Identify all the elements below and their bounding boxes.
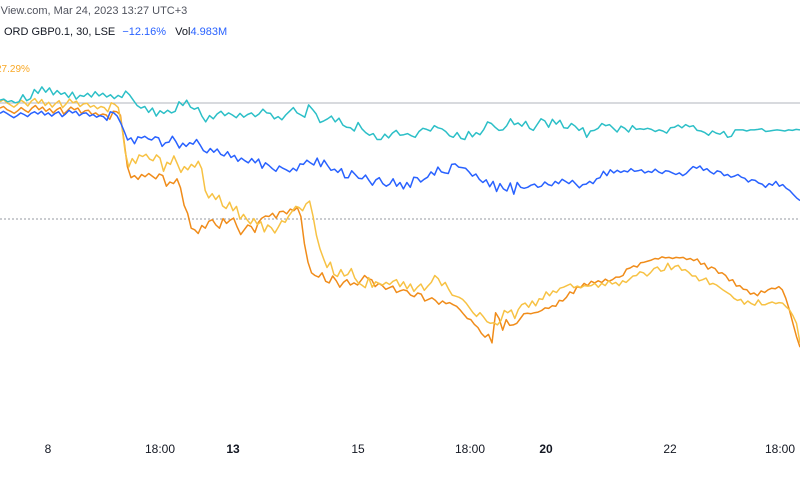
watermark: ingView.com, Mar 24, 2023 13:27 UTC+3 xyxy=(0,5,188,17)
compare-change-label: 27.29% xyxy=(0,64,30,75)
x-tick-label: 20 xyxy=(539,442,553,456)
series-legend[interactable]: ORD GBP0.1, 30, LSE −12.16% Vol4.983M xyxy=(4,26,227,38)
series-line-orange[interactable] xyxy=(0,104,800,348)
series-line-yellow[interactable] xyxy=(0,97,800,344)
x-tick-label: 18:00 xyxy=(764,442,796,456)
x-tick-label: 18:00 xyxy=(144,442,176,456)
series-line-teal[interactable] xyxy=(0,86,800,141)
x-tick-label: 22 xyxy=(663,442,677,456)
series-layer xyxy=(0,86,800,348)
x-axis: 8 18:00 13 15 18:00 20 22 18:00 xyxy=(0,434,800,487)
symbol-label: ORD GBP0.1, 30, LSE xyxy=(4,26,116,38)
series-line-blue[interactable] xyxy=(0,109,800,202)
x-tick-label: 15 xyxy=(351,442,365,456)
chart-header: ingView.com, Mar 24, 2023 13:27 UTC+3 OR… xyxy=(0,0,800,75)
volume-value: 4.983M xyxy=(190,26,228,38)
x-tick-label: 18:00 xyxy=(454,442,486,456)
x-tick-label: 13 xyxy=(226,442,240,456)
x-tick-label: 8 xyxy=(44,442,52,456)
change-value: −12.16% xyxy=(122,26,167,38)
line-chart[interactable] xyxy=(0,0,800,434)
volume-label: Vol xyxy=(175,26,191,38)
